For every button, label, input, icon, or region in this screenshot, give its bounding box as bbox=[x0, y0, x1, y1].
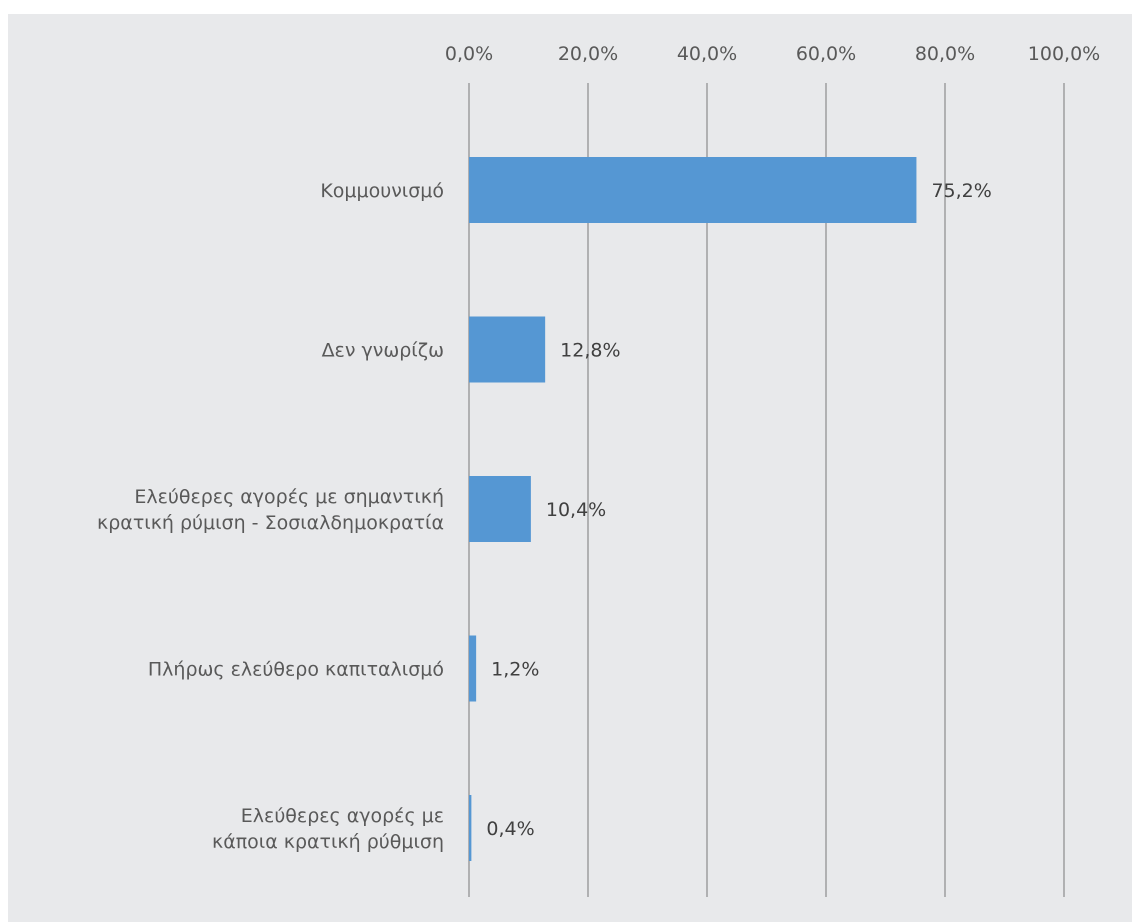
data-label: 1,2% bbox=[491, 659, 539, 681]
category-label: Δεν γνωρίζω bbox=[322, 340, 444, 362]
bars bbox=[469, 157, 917, 861]
bar bbox=[469, 316, 546, 383]
x-tick-label: 80,0% bbox=[915, 43, 975, 65]
category-label: Ελεύθερες αγορές με κάποια κρατική ρύθμισ… bbox=[212, 805, 444, 853]
bar bbox=[469, 476, 531, 542]
bar bbox=[469, 795, 472, 861]
data-label: 10,4% bbox=[546, 499, 606, 521]
x-axis-ticks: 0,0% 20,0% 40,0% 60,0% 80,0% 100,0% bbox=[445, 43, 1100, 65]
x-tick-label: 0,0% bbox=[445, 43, 493, 65]
category-label: Ελεύθερες αγορές με σημαντική κρατική ρύμ… bbox=[97, 486, 444, 534]
bar bbox=[469, 635, 477, 702]
category-label: Κομμουνισμό bbox=[320, 180, 444, 202]
data-label: 12,8% bbox=[560, 340, 620, 362]
category-labels: Κομμουνισμό Δεν γνωρίζω Ελεύθερες αγορές μ… bbox=[97, 180, 444, 853]
data-label: 0,4% bbox=[486, 818, 534, 840]
x-tick-label: 60,0% bbox=[796, 43, 856, 65]
bar bbox=[469, 157, 917, 223]
x-tick-label: 20,0% bbox=[558, 43, 618, 65]
x-tick-label: 100,0% bbox=[1028, 43, 1100, 65]
data-labels: 75,2% 12,8% 10,4% 1,2% 0,4% bbox=[486, 180, 991, 840]
data-label: 75,2% bbox=[931, 180, 991, 202]
x-tick-label: 40,0% bbox=[677, 43, 737, 65]
category-label: Πλήρως ελεύθερο καπιταλισμό bbox=[148, 659, 444, 681]
